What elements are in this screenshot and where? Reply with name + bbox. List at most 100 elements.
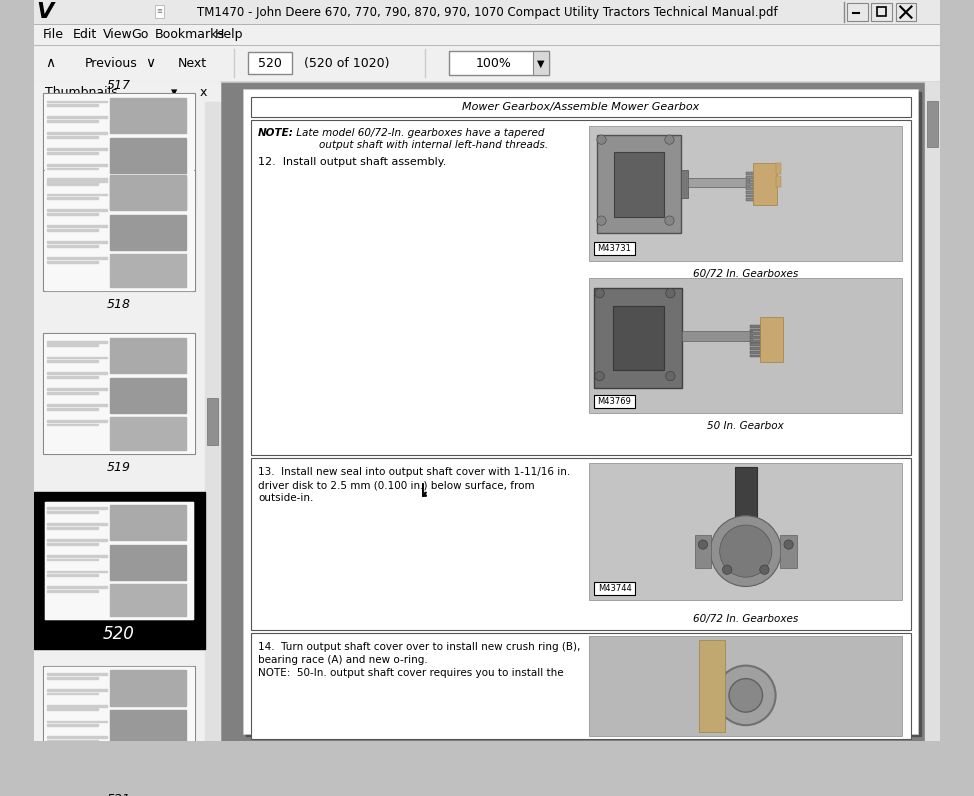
Bar: [746, 176, 755, 179]
Bar: [47, 257, 107, 259]
Text: ▾: ▾: [171, 86, 177, 99]
Bar: [47, 587, 107, 588]
Text: 520: 520: [258, 57, 282, 70]
Text: Next: Next: [178, 57, 207, 70]
Text: NOTE:: NOTE:: [258, 127, 294, 138]
Bar: [34, 82, 940, 741]
Bar: [47, 229, 98, 231]
Circle shape: [666, 289, 675, 298]
Bar: [47, 419, 107, 422]
Circle shape: [665, 216, 674, 225]
Text: 60/72 In. Gearboxes: 60/72 In. Gearboxes: [693, 269, 799, 279]
Bar: [47, 539, 107, 540]
Bar: [750, 344, 762, 346]
Bar: [47, 740, 98, 742]
Bar: [927, 100, 939, 147]
Bar: [110, 583, 186, 616]
Bar: [45, 172, 193, 290]
Bar: [594, 242, 635, 255]
Bar: [247, 52, 292, 75]
Bar: [43, 500, 195, 621]
Bar: [47, 392, 98, 394]
Circle shape: [595, 372, 604, 380]
Text: M43744: M43744: [598, 583, 631, 593]
Bar: [47, 507, 107, 509]
Bar: [110, 670, 186, 705]
Text: 521: 521: [106, 793, 131, 796]
Bar: [775, 163, 781, 174]
Bar: [925, 82, 940, 741]
Bar: [110, 749, 186, 782]
Bar: [110, 138, 186, 174]
Circle shape: [760, 565, 769, 575]
Bar: [47, 361, 98, 362]
Bar: [47, 559, 98, 560]
Bar: [110, 417, 186, 450]
Bar: [250, 97, 911, 117]
Text: TM1470 - John Deere 670, 770, 790, 870, 970, 1070 Compact Utility Tractors Techn: TM1470 - John Deere 670, 770, 790, 870, …: [197, 6, 777, 18]
Bar: [750, 336, 762, 339]
Circle shape: [666, 372, 675, 380]
Bar: [750, 325, 762, 328]
Bar: [34, 24, 940, 45]
Bar: [594, 582, 635, 595]
Bar: [47, 168, 98, 170]
Bar: [699, 641, 726, 732]
Bar: [594, 287, 683, 388]
Text: ∧: ∧: [46, 57, 56, 70]
Bar: [746, 198, 755, 201]
Circle shape: [720, 525, 771, 577]
Bar: [47, 197, 98, 199]
Bar: [750, 355, 762, 357]
Bar: [750, 329, 762, 331]
Bar: [45, 335, 193, 452]
Bar: [47, 575, 98, 576]
Bar: [533, 51, 549, 76]
Text: Help: Help: [215, 28, 244, 41]
Bar: [43, 665, 195, 786]
Text: M43769: M43769: [598, 396, 631, 406]
Text: outside-in.: outside-in.: [258, 494, 314, 503]
Text: NOTE:  50-In. output shaft cover requires you to install the: NOTE: 50-In. output shaft cover requires…: [258, 669, 564, 678]
Bar: [746, 183, 755, 186]
Circle shape: [710, 516, 781, 587]
Bar: [47, 523, 107, 525]
Bar: [47, 376, 98, 378]
Bar: [110, 505, 186, 540]
Bar: [47, 724, 98, 726]
Bar: [110, 710, 186, 746]
Bar: [47, 689, 107, 691]
Bar: [614, 152, 664, 217]
Bar: [750, 351, 762, 353]
Text: 13.  Install new seal into output shaft cover with 1-11/16 in.: 13. Install new seal into output shaft c…: [258, 467, 570, 478]
Bar: [110, 98, 186, 133]
Bar: [47, 116, 107, 119]
Bar: [47, 571, 107, 572]
Bar: [47, 164, 107, 166]
Bar: [47, 708, 98, 710]
Bar: [34, 0, 940, 24]
Bar: [47, 693, 98, 694]
Bar: [47, 152, 98, 154]
Bar: [47, 341, 107, 342]
Bar: [47, 260, 98, 263]
Bar: [244, 89, 918, 734]
Circle shape: [698, 540, 708, 549]
Bar: [110, 544, 186, 580]
Bar: [746, 194, 755, 197]
Text: (520 of 1020): (520 of 1020): [304, 57, 390, 70]
Bar: [750, 347, 762, 350]
Bar: [47, 423, 98, 425]
Bar: [872, 3, 892, 21]
Text: output shaft with internal left-hand threads.: output shaft with internal left-hand thr…: [293, 139, 548, 150]
Bar: [47, 357, 107, 358]
Bar: [47, 104, 98, 106]
Bar: [45, 668, 193, 785]
Bar: [47, 373, 107, 374]
Bar: [47, 720, 107, 723]
Text: Edit: Edit: [73, 28, 97, 41]
Text: 12.  Install output shaft assembly.: 12. Install output shaft assembly.: [258, 158, 446, 167]
Bar: [34, 493, 205, 649]
Bar: [47, 120, 98, 122]
Bar: [250, 458, 911, 630]
